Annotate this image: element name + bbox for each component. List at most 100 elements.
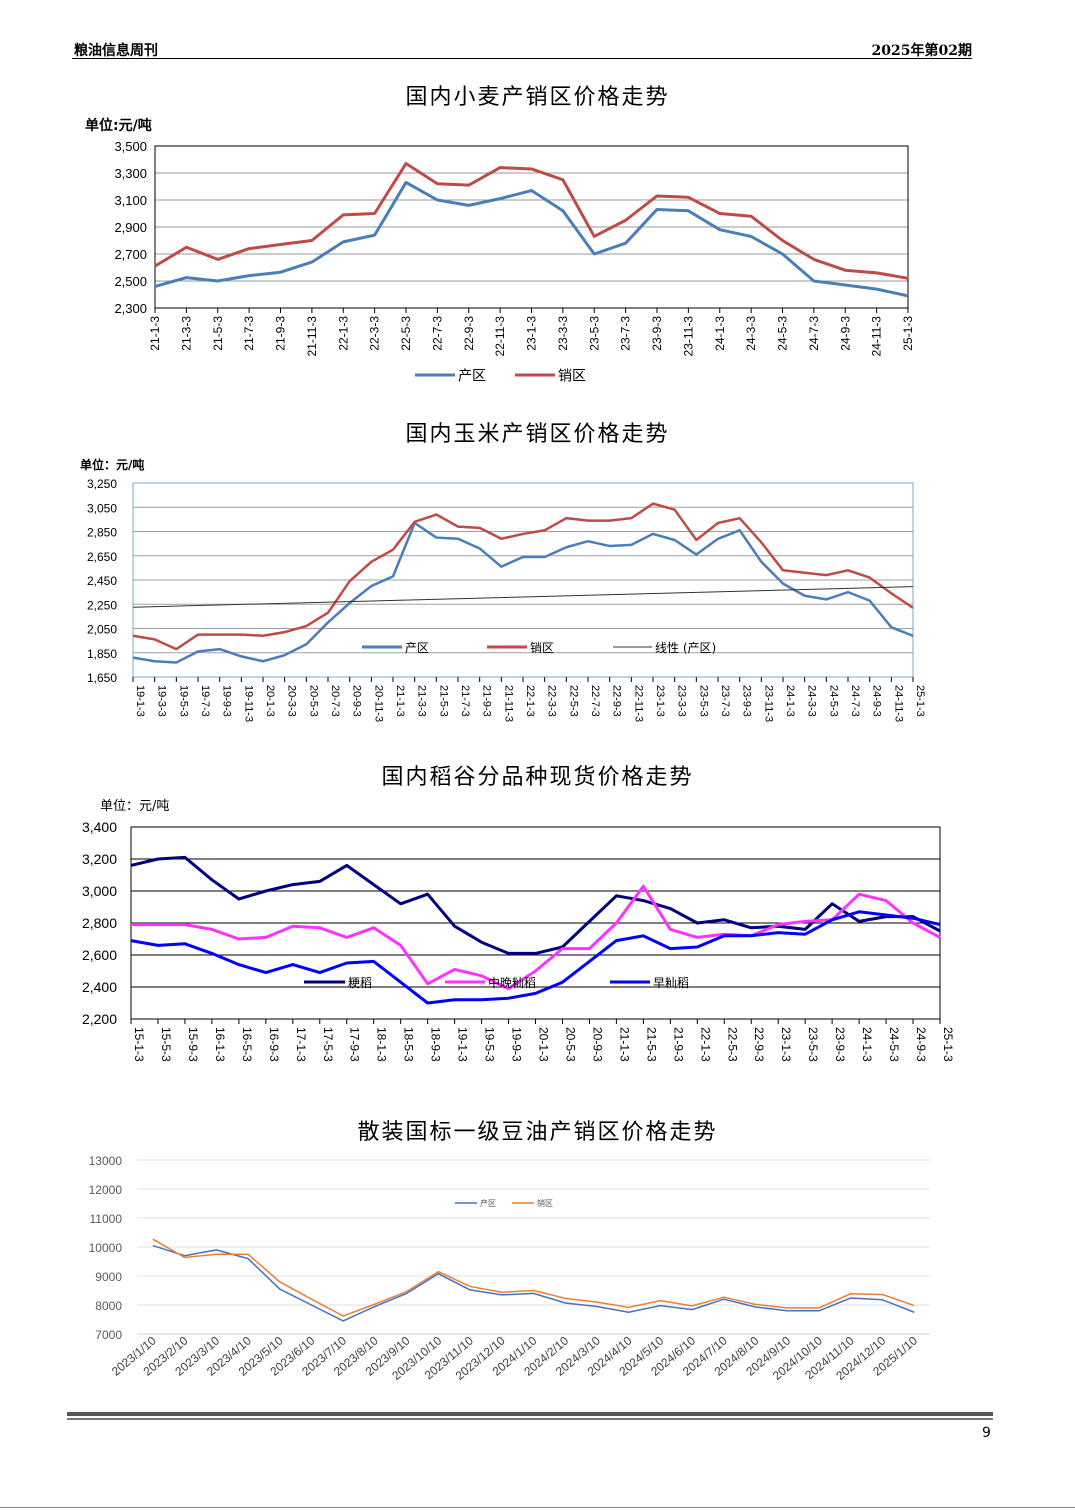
legend-label: 产区: [458, 369, 486, 385]
x-tick-label: 22-3-3: [546, 685, 558, 717]
x-tick-label: 23-5-3: [697, 685, 709, 717]
x-tick-label: 15-1-3: [132, 1027, 146, 1062]
legend-label: 中晚籼稻: [488, 975, 536, 990]
legend-label: 产区: [405, 641, 429, 655]
soybean-oil-chart-title: 散装国标一级豆油产销区价格走势: [357, 1120, 718, 1145]
series-line-2: [132, 586, 914, 608]
x-tick-label: 23-7-3: [719, 685, 731, 717]
x-tick-label: 24-5-3: [776, 316, 790, 351]
y-tick-label: 2,850: [87, 526, 117, 540]
series-line-0: [132, 521, 914, 664]
x-tick-label: 18-5-3: [402, 1027, 416, 1062]
x-tick-label: 18-9-3: [429, 1027, 443, 1062]
x-tick-label: 24-1-3: [860, 1027, 874, 1062]
x-tick-label: 24-3-3: [744, 316, 758, 351]
header-divider: [72, 58, 972, 59]
x-tick-label: 22-1-3: [336, 316, 350, 351]
x-tick-label: 19-1-3: [134, 685, 146, 717]
x-tick-label: 23-1-3: [525, 316, 539, 351]
x-tick-label: 23-3-3: [556, 316, 570, 351]
y-tick-label: 12000: [89, 1183, 123, 1197]
x-tick-label: 22-11-3: [493, 316, 507, 357]
x-tick-label: 20-11-3: [372, 685, 384, 722]
x-tick-label: 21-7-3: [459, 685, 471, 717]
x-tick-label: 16-5-3: [240, 1027, 254, 1062]
x-tick-label: 24-11-3: [870, 316, 884, 357]
x-tick-label: 22-7-3: [589, 685, 601, 717]
x-tick-label: 22-5-3: [725, 1027, 739, 1062]
x-tick-label: 21-9-3: [274, 316, 288, 351]
y-tick-label: 2,900: [114, 220, 147, 235]
x-tick-label: 21-5-3: [437, 685, 449, 717]
x-tick-label: 19-9-3: [221, 685, 233, 717]
y-tick-label: 2,500: [114, 274, 147, 289]
series-line-0: [130, 855, 941, 955]
series-line-1: [131, 884, 941, 991]
y-tick-label: 7000: [95, 1328, 122, 1342]
x-tick-label: 24-5-3: [887, 1027, 901, 1062]
y-tick-label: 8000: [95, 1299, 122, 1313]
x-tick-label: 17-5-3: [321, 1027, 335, 1062]
x-tick-label: 24-9-3: [914, 1027, 928, 1062]
x-tick-label: 17-9-3: [348, 1027, 362, 1062]
x-tick-label: 22-11-3: [632, 685, 644, 722]
y-tick-label: 2,250: [87, 598, 117, 612]
legend-label: 粳稻: [348, 976, 372, 990]
rice-chart-title: 国内稻谷分品种现货价格走势: [381, 765, 694, 790]
x-tick-label: 22-5-3: [399, 316, 413, 351]
x-tick-label: 20-7-3: [329, 685, 341, 717]
x-tick-label: 24-1-3: [784, 685, 796, 717]
x-tick-label: 21-1-3: [148, 316, 162, 351]
wheat-price-chart: 2,300 2,500 2,700 2,900 3,100 3,300 3,500 21-1-…: [114, 139, 915, 385]
y-tick-label: 2,650: [87, 550, 117, 564]
x-tick-label: 19-1-3: [456, 1027, 470, 1062]
y-tick-label: 11000: [90, 1212, 123, 1226]
y-tick-label: 3,100: [114, 193, 147, 208]
legend-label: 销区: [537, 1198, 553, 1208]
y-tick-label: 2,600: [82, 947, 117, 963]
x-tick-label: 19-3-3: [156, 685, 168, 717]
series-line-2: [130, 910, 941, 1005]
footer-divider-thin: [67, 1418, 993, 1420]
x-tick-label: 21-1-3: [617, 1027, 631, 1062]
y-tick-label: 13000: [89, 1154, 123, 1168]
x-tick-label: 22-9-3: [611, 685, 623, 717]
x-tick-label: 20-5-3: [307, 685, 319, 717]
legend-label: 线性 (产区): [655, 641, 716, 655]
x-tick-label: 21-3-3: [416, 685, 428, 717]
x-tick-label: 24-9-3: [871, 685, 883, 717]
y-tick-label: 3,000: [82, 883, 117, 899]
corn-chart-title: 国内玉米产销区价格走势: [405, 422, 670, 447]
publication-name: 粮油信息周刊: [74, 43, 158, 59]
y-tick-label: 1,850: [87, 647, 117, 661]
rice-unit-label: 单位：元/吨: [100, 799, 170, 814]
series-line-0: [154, 180, 909, 298]
x-tick-label: 19-5-3: [177, 685, 189, 717]
series-line-1: [132, 502, 914, 651]
y-tick-label: 2,300: [114, 301, 147, 316]
x-tick-label: 23-9-3: [650, 316, 664, 351]
y-tick-label: 2,400: [82, 979, 117, 995]
x-tick-label: 21-5-3: [644, 1027, 658, 1062]
y-tick-label: 2,800: [82, 915, 117, 931]
x-tick-label: 25-1-3: [914, 685, 926, 717]
x-tick-label: 16-9-3: [267, 1027, 281, 1062]
x-tick-label: 18-1-3: [375, 1027, 389, 1062]
x-tick-label: 24-7-3: [807, 316, 821, 351]
x-tick-label: 24-5-3: [827, 685, 839, 717]
y-tick-label: 3,400: [82, 819, 117, 835]
y-tick-label: 1,650: [87, 671, 117, 685]
x-tick-label: 22-9-3: [462, 316, 476, 351]
x-tick-label: 20-5-3: [563, 1027, 577, 1062]
x-tick-label: 19-5-3: [483, 1027, 497, 1062]
x-tick-label: 21-9-3: [481, 685, 493, 717]
y-tick-label: 3,500: [114, 139, 147, 154]
corn-price-chart: 1,650 1,850 2,050 2,250 2,450 2,650 2,850 3,050…: [87, 477, 926, 722]
x-tick-label: 22-1-3: [524, 685, 536, 717]
x-tick-label: 24-3-3: [806, 685, 818, 717]
x-tick-label: 19-11-3: [242, 685, 254, 722]
corn-unit-label: 单位：元/吨: [80, 458, 145, 472]
x-tick-label: 23-9-3: [741, 685, 753, 717]
x-tick-label: 15-5-3: [159, 1027, 173, 1062]
legend-label: 早籼稻: [653, 976, 689, 990]
